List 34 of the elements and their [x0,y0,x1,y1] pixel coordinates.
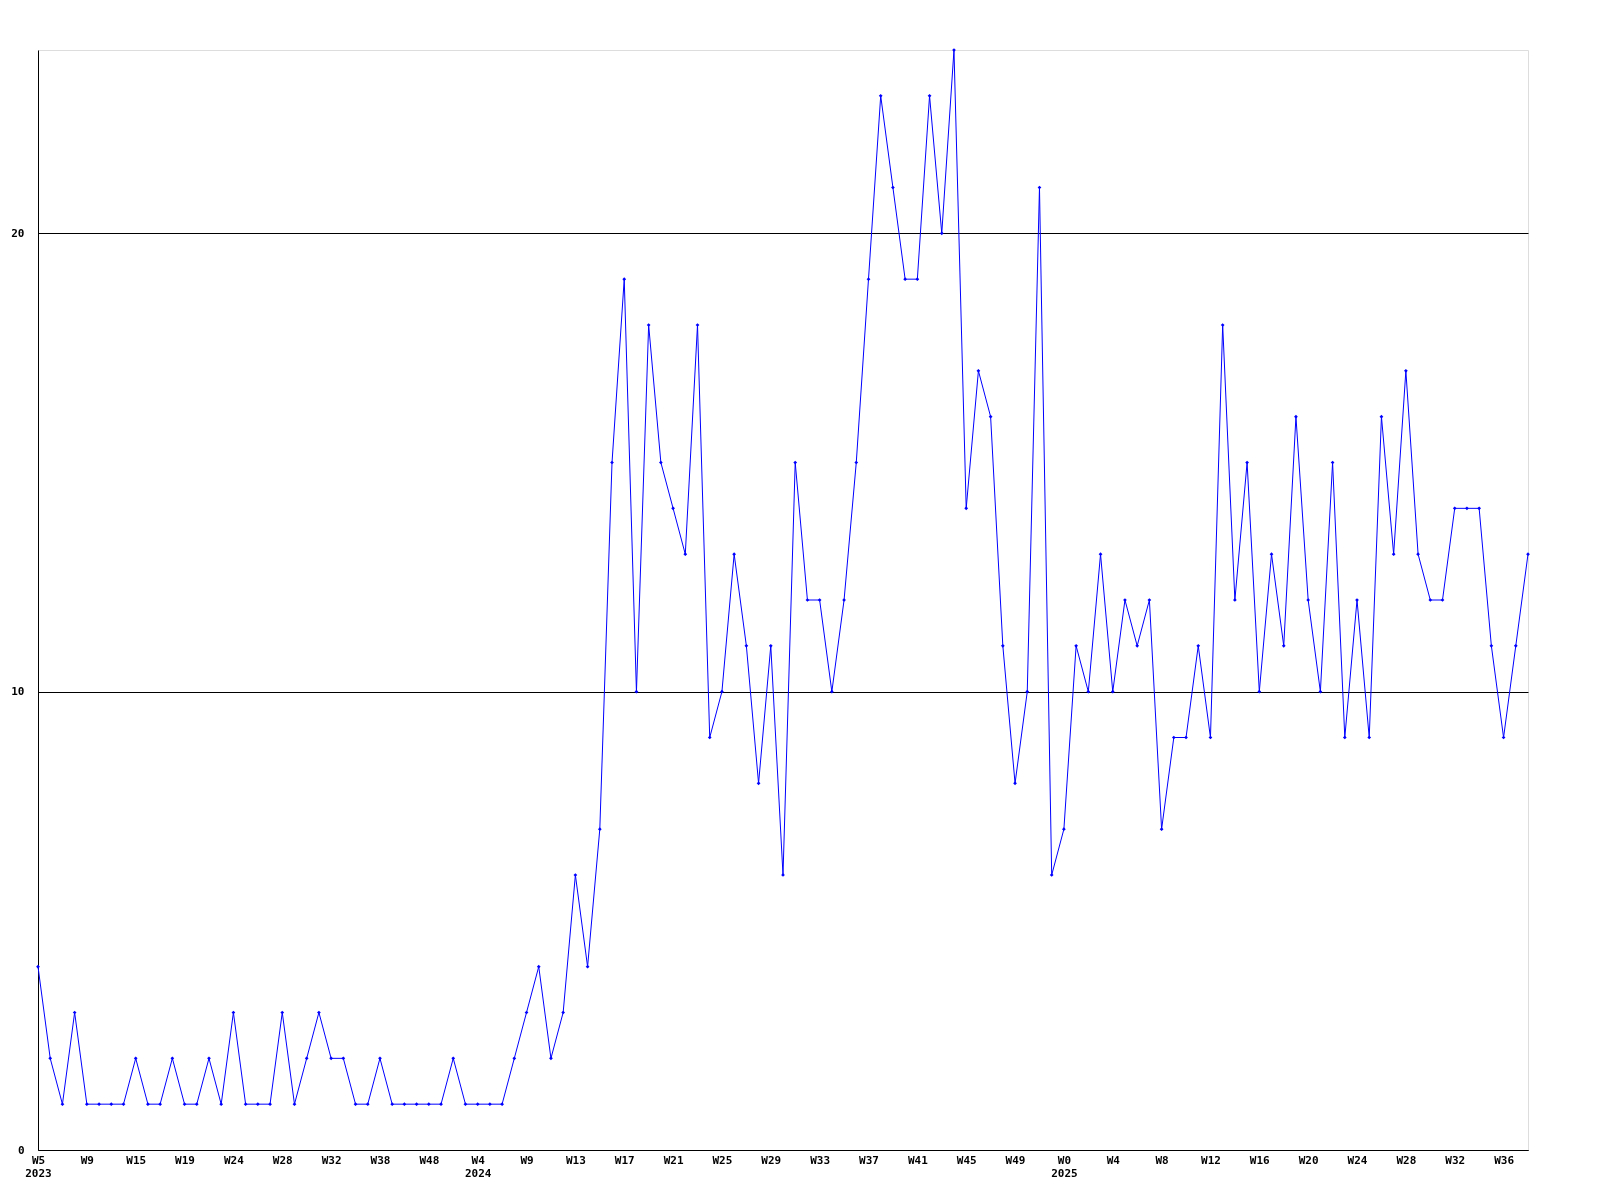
x-tick-label: W45 [956,1153,977,1167]
x-tick-label: W48 [419,1153,440,1167]
x-tick-label: W0 2025 [1051,1153,1078,1180]
x-tick-label: W37 [859,1153,879,1167]
x-tick-label: W4 2024 [464,1153,492,1180]
x-tick-label: W33 [810,1153,831,1167]
x-tick-label: W12 [1201,1153,1221,1167]
x-tick-label: W4 [1106,1153,1121,1167]
x-tick-label: W17 [614,1153,635,1167]
x-tick-label: W36 [1494,1153,1515,1167]
x-tick-label: W32 [321,1153,342,1167]
x-tick-label: W16 [1249,1153,1271,1167]
x-tick-label: W25 [712,1153,733,1167]
x-tick-label: W8 [1155,1153,1169,1167]
x-tick-label: W41 [907,1153,929,1167]
x-tick-label: W29 [761,1153,782,1167]
x-tick-label: W28 [272,1153,293,1167]
x-tick-label: W5 2023 [25,1153,52,1180]
x-tick-label: W49 [1005,1153,1026,1167]
x-tick-label: W24 [223,1153,245,1167]
x-tick-label: W21 [663,1153,684,1167]
x-tick-label: W32 [1445,1153,1466,1167]
x-tick-label: W19 [175,1153,195,1167]
x-tick-label: W28 [1396,1153,1417,1167]
y-tick-label: 10 [11,685,25,699]
x-tick-label: W24 [1347,1153,1368,1167]
x-tick-label: W38 [370,1153,391,1167]
x-tick-label: W9 [520,1153,534,1167]
x-tick-label: W20 [1298,1153,1319,1167]
x-tick-label: W13 [565,1153,586,1167]
x-tick-label: W9 [80,1153,94,1167]
x-tick-label: W15 [126,1153,147,1167]
y-tick-label: 20 [11,226,25,240]
y-tick-label: 0 [17,1143,25,1157]
